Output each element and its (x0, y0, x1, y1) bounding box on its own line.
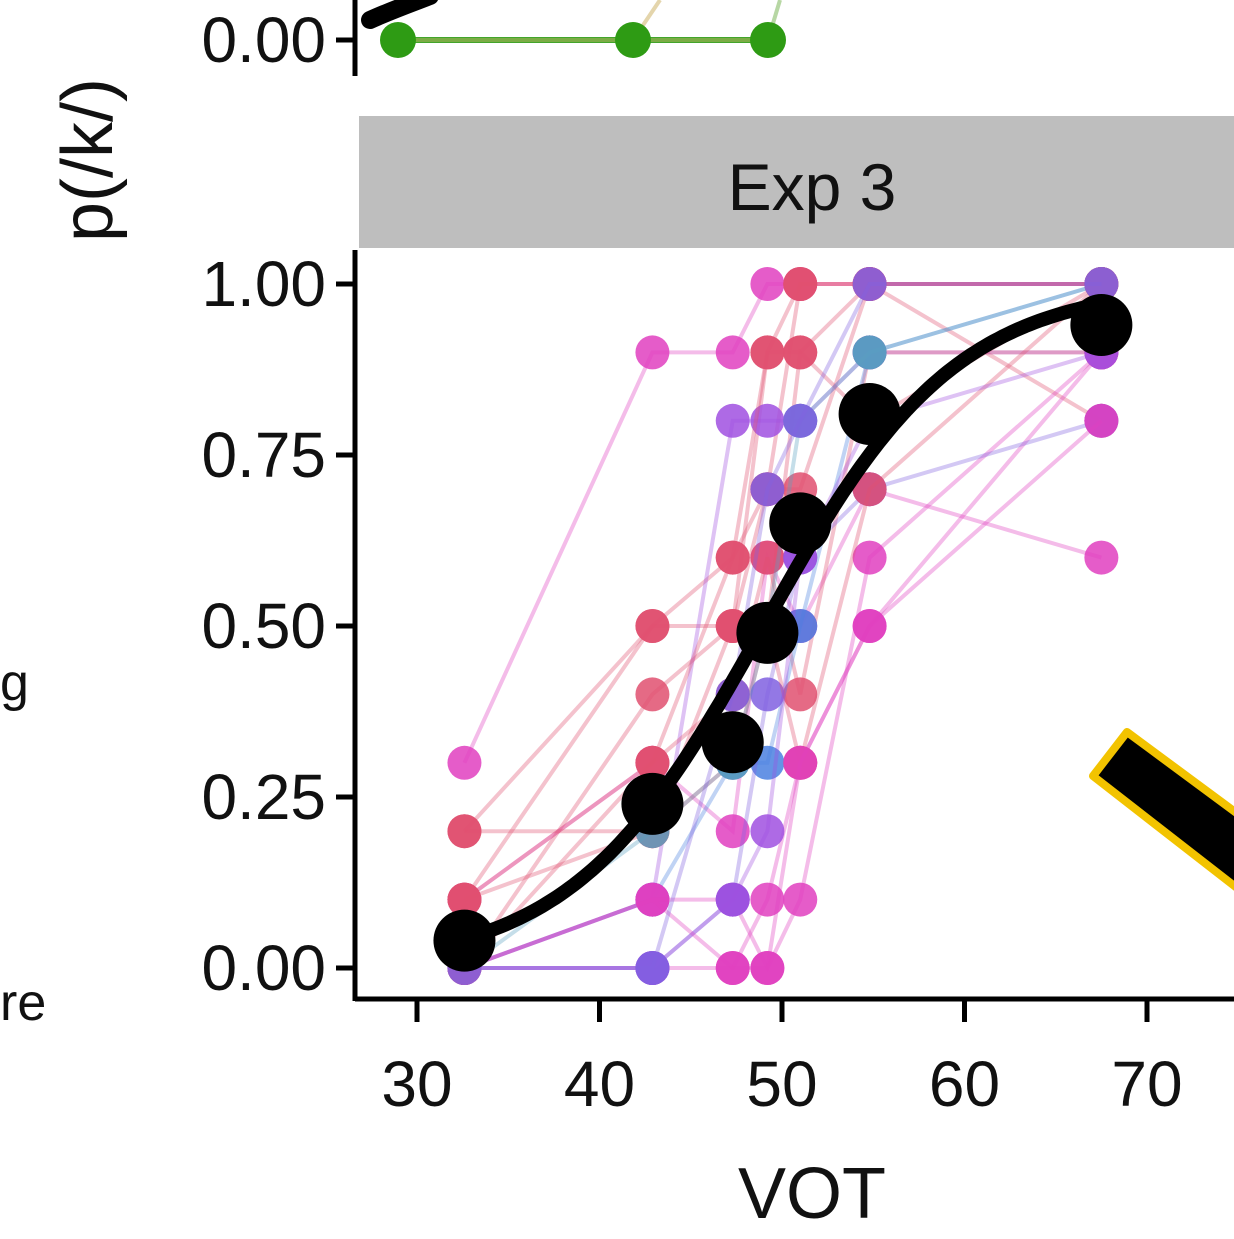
participant-point (1084, 267, 1119, 301)
participant-point (1084, 540, 1119, 575)
upper-panel: 0.00 (201, 0, 786, 76)
participant-point (635, 335, 670, 370)
participant-point (715, 951, 750, 985)
participant-point (635, 609, 670, 643)
participant-point (750, 403, 785, 438)
participant-point (750, 814, 785, 849)
cropped-text-fragment-2: re (0, 974, 46, 1032)
participant-point (447, 882, 482, 917)
upper-fit-curve-fragment (361, 0, 439, 29)
mean-point (1070, 294, 1133, 357)
participant-point (715, 403, 750, 438)
mean-point (736, 601, 799, 664)
y-axis-title: p(/k/) (48, 78, 128, 242)
mean-point (838, 382, 901, 445)
upper-panel-series (380, 0, 786, 58)
y-tick-label: 1.00 (201, 248, 326, 320)
participant-point (783, 677, 818, 712)
participant-point (750, 882, 785, 917)
mean-point (769, 492, 832, 555)
participant-point (715, 814, 750, 849)
participant-point (750, 677, 785, 712)
participant-point (783, 745, 818, 780)
participant-point (447, 814, 482, 849)
panel-strip-title: Exp 3 (728, 150, 897, 224)
participant-point (852, 267, 887, 301)
upper-y-tick-label: 0.00 (201, 4, 326, 76)
participant-point (750, 951, 785, 985)
cropped-text-fragment-1: g (0, 654, 29, 712)
x-tick-label: 30 (381, 1048, 452, 1120)
x-tick-label: 40 (564, 1048, 635, 1120)
participant-point (852, 472, 887, 507)
y-tick-label: 0.75 (201, 419, 326, 491)
participant-point (750, 540, 785, 575)
x-tick-label: 50 (746, 1048, 817, 1120)
x-tick-label: 60 (929, 1048, 1000, 1120)
x-axis-ticks: 30 40 50 60 70 (381, 999, 1183, 1120)
participant-point (783, 882, 818, 917)
participant-point (635, 951, 670, 985)
y-tick-label: 0.50 (201, 590, 326, 662)
participant-point (783, 335, 818, 370)
x-axis-title: VOT (738, 1154, 886, 1234)
y-axis-ticks: 0.00 0.25 0.50 0.75 1.00 (201, 248, 355, 1004)
mean-points-layer (433, 294, 1133, 972)
mean-point (621, 772, 684, 835)
participant-point (750, 267, 785, 301)
participant-point (750, 472, 785, 507)
participant-point (750, 335, 785, 370)
participant-point (852, 609, 887, 643)
participant-point (715, 335, 750, 370)
participant-point (1084, 403, 1119, 438)
participant-point (715, 882, 750, 917)
participant-point (635, 677, 670, 712)
participant-point (852, 335, 887, 370)
arrow-annotation (1089, 728, 1234, 891)
upper-series-point (615, 22, 651, 58)
participant-point (715, 540, 750, 575)
x-tick-label: 70 (1111, 1048, 1182, 1120)
participant-point (783, 267, 818, 301)
participant-point (635, 745, 670, 780)
exp3-plot: 0.00 0.25 0.50 0.75 1.00 30 40 50 60 70 VOT (201, 248, 1234, 1234)
mean-point (433, 909, 496, 972)
participant-point (447, 745, 482, 780)
participant-point (852, 540, 887, 575)
upper-series-point (750, 22, 786, 58)
mean-point (701, 711, 764, 774)
upper-series-point (380, 22, 416, 58)
participant-point (783, 403, 818, 438)
participant-point (635, 882, 670, 917)
y-tick-label: 0.25 (201, 761, 326, 833)
y-tick-label: 0.00 (201, 932, 326, 1004)
logistic-fit-curve (457, 297, 1106, 946)
panel-strip (359, 116, 1234, 248)
